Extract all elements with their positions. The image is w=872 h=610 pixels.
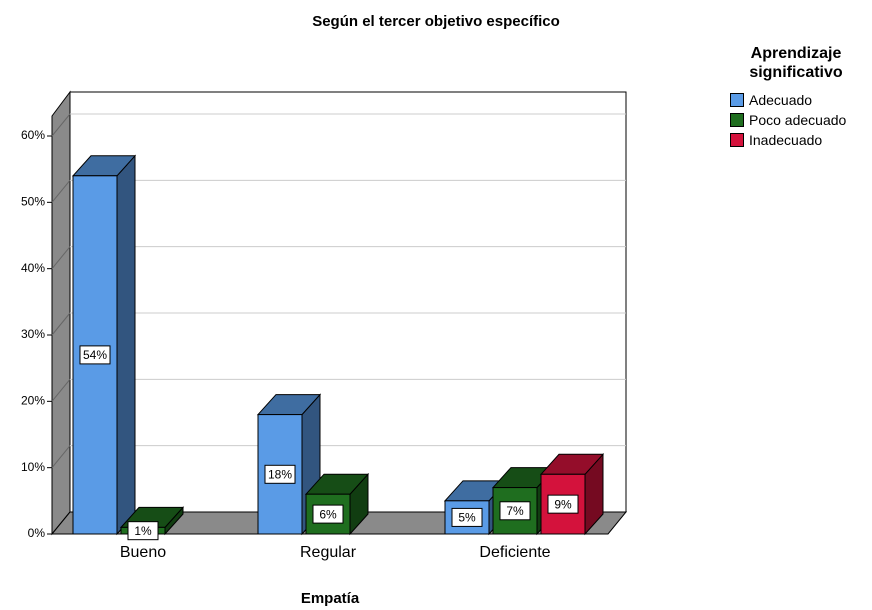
y-tick-label: 60% (21, 128, 45, 142)
legend-item: Adecuado (728, 90, 872, 110)
grid-line (51, 246, 71, 269)
x-tick-label: Deficiente (479, 544, 550, 561)
grid-line (51, 180, 71, 203)
y-tick-label: 40% (21, 261, 45, 275)
value-label-box (79, 345, 111, 365)
value-label-box (312, 504, 344, 524)
value-label-box (264, 464, 296, 484)
y-tick-label: 20% (21, 394, 45, 408)
value-label: 7% (506, 504, 524, 518)
value-label: 1% (134, 524, 152, 538)
legend-swatch (730, 93, 744, 107)
legend-label: Adecuado (749, 92, 813, 108)
grid-line (51, 445, 71, 468)
legend-item: Inadecuado (728, 130, 872, 150)
left-wall (51, 90, 71, 536)
grid-line (51, 113, 71, 137)
y-tick-label: 0% (28, 526, 46, 540)
value-label-box (547, 494, 579, 514)
legend-swatch (730, 133, 744, 147)
back-wall (69, 91, 627, 513)
y-tick-label: 30% (21, 327, 45, 341)
grid-line (51, 312, 71, 336)
value-label-box (127, 521, 159, 541)
value-label: 6% (319, 507, 337, 521)
value-label-box (451, 507, 483, 527)
legend-swatch (730, 113, 744, 127)
grid-line (51, 379, 71, 402)
legend-rows: Adecuado Poco adecuado Inadecuado (728, 90, 872, 150)
y-tick-label: 50% (21, 195, 45, 209)
value-label: 54% (83, 348, 107, 362)
legend-title: Aprendizaje significativo (749, 45, 843, 81)
value-label: 9% (554, 497, 572, 511)
value-label: 18% (268, 467, 292, 481)
legend-item: Poco adecuado (728, 110, 872, 130)
x-axis-label: Empatía (301, 590, 360, 607)
legend-label: Poco adecuado (749, 112, 847, 128)
legend-label: Inadecuado (749, 132, 823, 148)
legend: Aprendizaje significativo Adecuado Poco a… (728, 44, 872, 150)
value-label: 5% (458, 511, 476, 525)
bar-side (116, 154, 136, 536)
chart-title: Según el tercer objetivo específico (312, 13, 560, 30)
x-tick-label: Bueno (120, 544, 166, 561)
x-tick-label: Regular (300, 544, 357, 561)
value-label-box (499, 501, 531, 521)
y-tick-label: 10% (21, 460, 45, 474)
